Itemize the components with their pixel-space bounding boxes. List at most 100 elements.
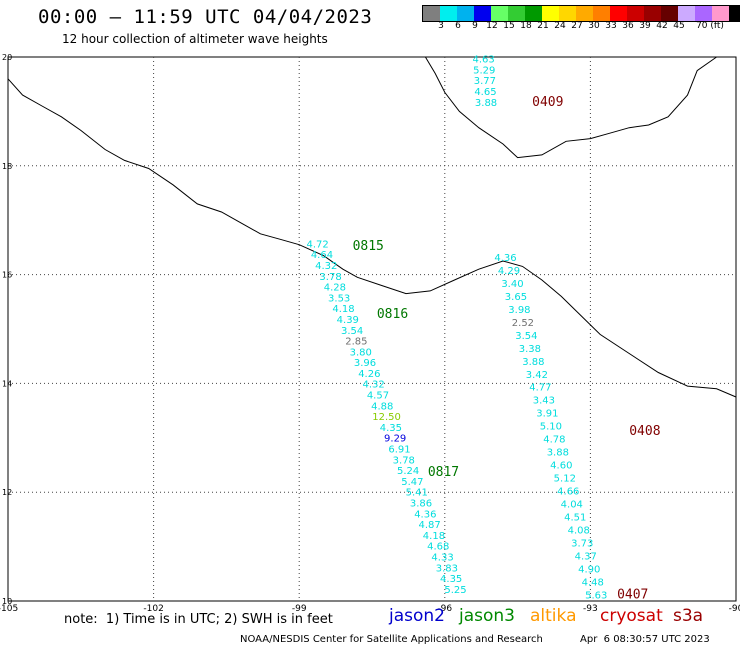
longitude-tick-label: -105 xyxy=(0,604,18,614)
wave-height-value: 5.24 xyxy=(397,466,419,477)
wave-height-value: 4.51 xyxy=(564,512,586,523)
wave-height-value: 4.68 xyxy=(427,542,449,553)
colorbar-label: 30 xyxy=(588,21,600,31)
wave-height-value: 3.40 xyxy=(501,279,523,290)
colorbar xyxy=(422,5,740,22)
wave-height-value: 4.33 xyxy=(431,552,453,563)
colorbar-swatch xyxy=(491,6,508,21)
wave-height-value: 2.85 xyxy=(345,337,367,348)
wave-height-value: 4.57 xyxy=(367,391,389,402)
wave-height-value: 4.29 xyxy=(498,266,520,277)
wave-height-value: 4.66 xyxy=(557,487,579,498)
wave-height-value: 2.52 xyxy=(512,318,534,329)
wave-height-value: 3.38 xyxy=(519,344,541,355)
colorbar-swatch xyxy=(695,6,712,21)
gulf-coastline xyxy=(424,56,717,159)
wave-height-value: 5.12 xyxy=(554,474,576,485)
wave-height-value: 4.63 xyxy=(472,54,494,65)
wave-height-value: 4.36 xyxy=(414,509,436,520)
wave-height-value: 12.50 xyxy=(372,412,401,423)
colorbar-label: 33 xyxy=(605,21,617,31)
colorbar-label: 24 xyxy=(554,21,566,31)
page-subtitle: 12 hour collection of altimeter wave hei… xyxy=(62,32,328,46)
colorbar-swatch xyxy=(661,6,678,21)
pass-time-label: 0409 xyxy=(532,95,563,110)
colorbar-swatch xyxy=(610,6,627,21)
colorbar-swatch xyxy=(559,6,576,21)
wave-height-value: 3.77 xyxy=(474,76,496,87)
colorbar-swatch xyxy=(712,6,729,21)
wave-height-value: 4.90 xyxy=(578,564,600,575)
latitude-tick-label: 20 xyxy=(2,53,12,62)
wave-height-value: 4.48 xyxy=(582,577,604,588)
colorbar-swatch xyxy=(593,6,610,21)
wave-height-value: 3.86 xyxy=(410,498,432,509)
pass-time-label: 0817 xyxy=(428,465,459,480)
pass-time-label: 0816 xyxy=(377,307,408,322)
page-title: 00:00 – 11:59 UTC 04/04/2023 xyxy=(38,6,373,28)
colorbar-label: 12 xyxy=(486,21,498,31)
colorbar-label: 18 xyxy=(520,21,532,31)
colorbar-labels: 3 6 9 12 15 18 21 24 27 30 33 36 39 42 45 70 (ft) xyxy=(422,21,740,33)
colorbar-label: 45 xyxy=(673,21,685,31)
wave-height-value: 4.08 xyxy=(568,525,590,536)
colorbar-swatch xyxy=(525,6,542,21)
colorbar-swatch xyxy=(508,6,525,21)
wave-height-value: 3.53 xyxy=(328,293,350,304)
colorbar-label: 27 xyxy=(571,21,583,31)
colorbar-swatch xyxy=(423,6,440,21)
longitude-tick-label: -96 xyxy=(437,604,452,614)
longitude-tick-label: -102 xyxy=(143,604,163,614)
footer-source: NOAA/NESDIS Center for Satellite Applica… xyxy=(240,634,543,645)
satellite-legend-s3a: s3a xyxy=(673,606,704,626)
colorbar-label: 6 xyxy=(455,21,461,31)
wave-height-value: 3.78 xyxy=(319,272,341,283)
longitude-tick-label: -90 xyxy=(729,604,740,614)
map-frame xyxy=(7,56,737,602)
wave-height-value: 4.87 xyxy=(419,520,441,531)
satellite-legend-altika: altika xyxy=(530,606,577,626)
wave-height-value: 4.18 xyxy=(423,531,445,542)
colorbar-label: 21 xyxy=(537,21,549,31)
latitude-tick-label: 12 xyxy=(2,488,12,497)
latitude-tick-label: 10 xyxy=(2,597,12,606)
wave-height-value: 4.32 xyxy=(315,261,337,272)
pass-time-label: 0408 xyxy=(629,424,660,439)
wave-height-value: 4.37 xyxy=(575,551,597,562)
footer-timestamp: Apr 6 08:30:57 UTC 2023 xyxy=(580,634,710,645)
wave-height-value: 5.10 xyxy=(540,422,562,433)
wave-height-value: 3.54 xyxy=(341,326,363,337)
latitude-tick-label: 14 xyxy=(2,379,12,388)
pass-time-label: 0815 xyxy=(353,239,384,254)
colorbar-swatch xyxy=(542,6,559,21)
colorbar-label: 42 xyxy=(656,21,668,31)
pass-time-label: 0407 xyxy=(617,587,648,602)
colorbar-label: 3 xyxy=(438,21,444,31)
colorbar-swatch xyxy=(627,6,644,21)
wave-height-value: 4.28 xyxy=(324,283,346,294)
colorbar-swatch xyxy=(440,6,457,21)
longitude-tick-label: -93 xyxy=(583,604,598,614)
longitude-tick-label: -99 xyxy=(292,604,307,614)
wave-height-value: 4.32 xyxy=(363,380,385,391)
colorbar-swatch xyxy=(474,6,491,21)
wave-height-value: 3.96 xyxy=(354,358,376,369)
pacific-coastline xyxy=(7,78,737,398)
wave-height-value: 4.36 xyxy=(494,253,516,264)
latitude-tick-label: 18 xyxy=(2,162,12,171)
wave-height-value: 4.65 xyxy=(474,87,496,98)
wave-height-value: 4.64 xyxy=(311,250,333,261)
wave-height-value: 5.25 xyxy=(444,585,466,596)
wave-height-value: 3.88 xyxy=(475,98,497,109)
colorbar-label: 70 (ft) xyxy=(696,21,724,31)
wave-height-value: 4.78 xyxy=(543,435,565,446)
colorbar-swatch xyxy=(644,6,661,21)
wave-height-value: 5.29 xyxy=(473,65,495,76)
wave-height-value: 4.60 xyxy=(550,461,572,472)
wave-height-value: 4.77 xyxy=(529,383,551,394)
wave-height-value: 6.91 xyxy=(388,445,410,456)
wave-height-value: 3.88 xyxy=(547,448,569,459)
units-note: note: 1) Time is in UTC; 2) SWH is in fe… xyxy=(64,612,333,627)
wave-height-value: 4.18 xyxy=(332,304,354,315)
wave-height-value: 3.78 xyxy=(393,455,415,466)
